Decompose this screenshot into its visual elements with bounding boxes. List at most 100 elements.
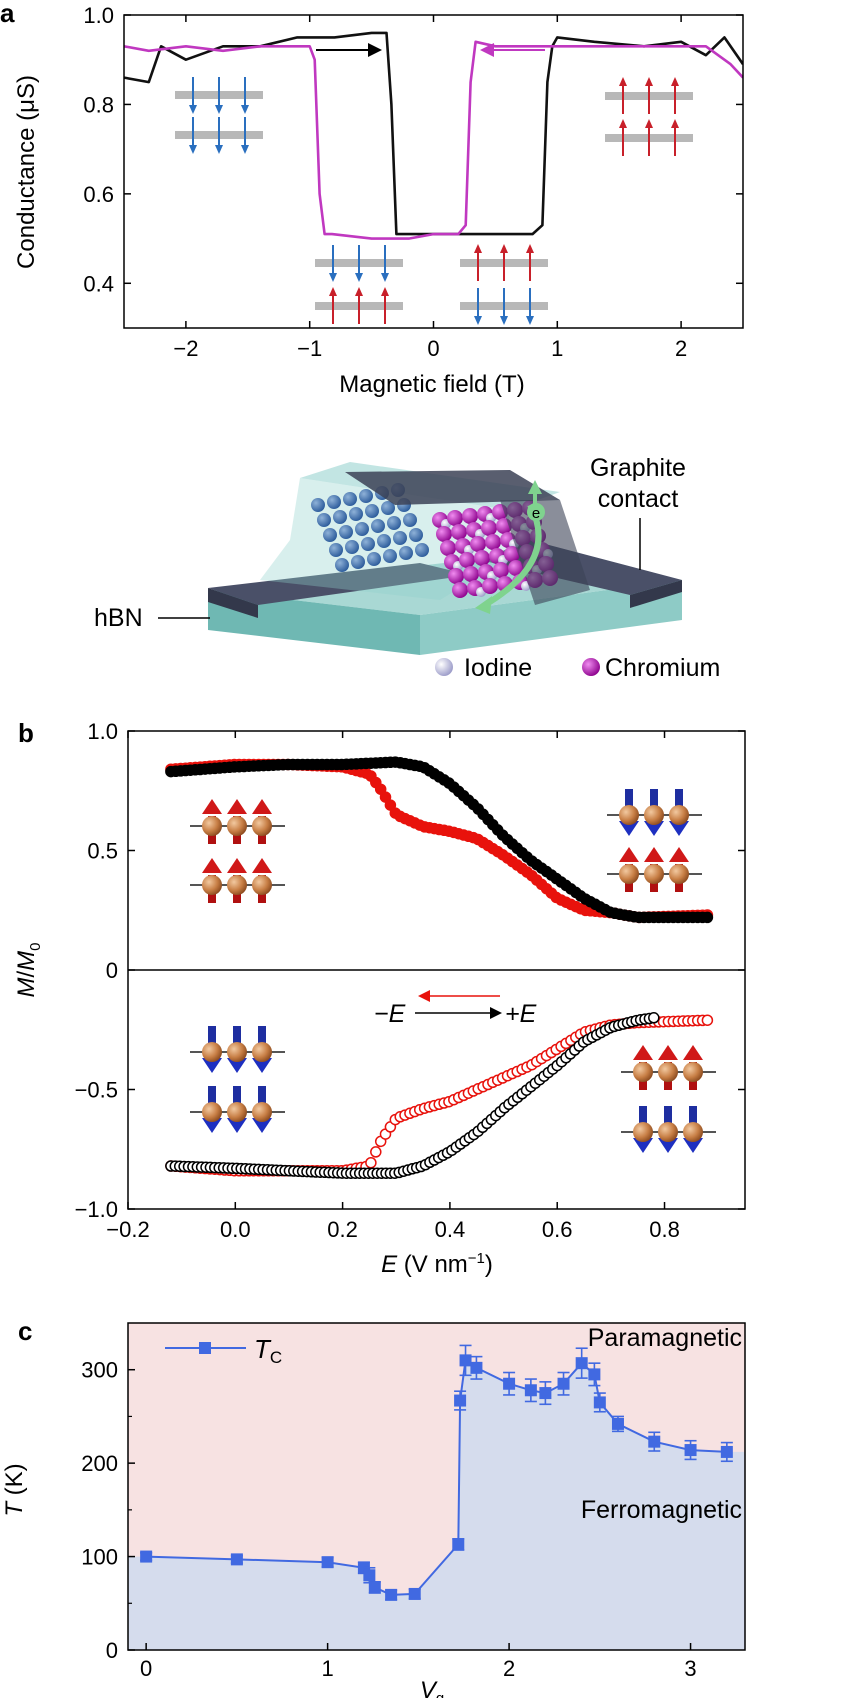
crystal-sphere-chromium [463, 566, 479, 582]
graphite-bend [500, 500, 590, 605]
crystal-sphere-blue [343, 492, 357, 506]
sweep-arrow-black-head [368, 43, 382, 57]
spin-up-head [619, 847, 639, 862]
tc-point [408, 1587, 421, 1600]
crystal-sphere-chromium [451, 524, 467, 540]
y-tick-label: 0.8 [83, 92, 114, 117]
y-tick-label: 0 [106, 1638, 118, 1663]
graphite-label-1: Graphite [590, 454, 686, 482]
spin-down-head [252, 1118, 272, 1133]
tc-point [452, 1538, 465, 1551]
panel-a-axes-frame [123, 14, 744, 329]
crystal-sphere-blue [383, 549, 397, 563]
spin-down [233, 1086, 241, 1114]
crystal-sphere-blue [387, 516, 401, 530]
x-tick-label: 3 [684, 1656, 696, 1681]
y-tick-label: 0.6 [83, 182, 114, 207]
y-tick-label: 100 [81, 1545, 118, 1570]
crystal-sphere-chromium [459, 552, 475, 568]
conductance-line-magenta [124, 40, 743, 240]
y-tick-label: 200 [81, 1451, 118, 1476]
magnetization-point [701, 911, 714, 924]
field-right-label: +E [505, 1000, 537, 1028]
spin-up-head [202, 858, 222, 873]
crystal-sphere-blue [333, 510, 347, 524]
panel-a-ylabel: Conductance (μS) [13, 75, 40, 269]
crystal-sphere-chromium [482, 578, 498, 594]
panel-c-xlabel: Vg [420, 1677, 444, 1698]
atom [202, 1102, 222, 1122]
tc-point [588, 1368, 601, 1381]
electron-label: e [532, 505, 540, 522]
hbn-substrate-side [420, 580, 682, 655]
hbn-substrate-front [208, 590, 420, 655]
panel-a-ticks: −2 −1 0 1 2 0.4 0.6 0.8 1.0 [83, 3, 743, 361]
crystal-sphere-chromium [462, 508, 478, 524]
spin-up-arrow-head [645, 119, 653, 128]
y-tick-label: 0.4 [83, 271, 114, 296]
panel-c-ticks: 0 1 2 3 0 100 200 300 [81, 1358, 696, 1681]
tc-point [368, 1581, 381, 1594]
spin-down-head [227, 1118, 247, 1133]
crystal-sphere-blue [367, 552, 381, 566]
spin-up-arrow-head [474, 244, 482, 253]
atom [202, 816, 222, 836]
atom [252, 816, 272, 836]
spin-down-arrow-head [329, 273, 337, 282]
atom [202, 875, 222, 895]
y-tick-label: −0.5 [75, 1078, 118, 1103]
magnetization-point [701, 1014, 714, 1026]
tc-point [593, 1396, 606, 1409]
atom [227, 1102, 247, 1122]
panel-b-xlabel: E (V nm−1) [381, 1250, 493, 1278]
x-tick-label: 1 [551, 336, 563, 361]
spin-down-arrow-head [215, 105, 223, 114]
atom [227, 816, 247, 836]
spin-down [233, 1026, 241, 1054]
electron-path-head [475, 596, 492, 614]
spin-down-arrow-head [241, 105, 249, 114]
crystal-sphere-chromium [447, 510, 463, 526]
spin-down-arrow-head [215, 145, 223, 154]
crystal-sphere-blue [399, 546, 413, 560]
crystal-sphere-blue [365, 504, 379, 518]
tc-point [363, 1569, 376, 1582]
crystal-sphere-blue [349, 507, 363, 521]
spin-down [625, 789, 633, 817]
tc-point [557, 1377, 570, 1390]
atom [658, 1122, 678, 1142]
chromium-legend-label: Chromium [605, 654, 720, 682]
panel-b-spin-diagrams [190, 789, 716, 1153]
tc-point [503, 1377, 516, 1390]
x-tick-label: −0.2 [106, 1217, 149, 1242]
crystal-sphere-blue [381, 501, 395, 515]
crystal-sphere-chromium [448, 568, 464, 584]
spin-up-arrow-head [500, 244, 508, 253]
crystal-sphere-blue [329, 543, 343, 557]
x-tick-label: 0.0 [220, 1217, 251, 1242]
atom [619, 864, 639, 884]
spin-up-head [644, 847, 664, 862]
magnetization-point [365, 1156, 377, 1169]
spin-down [258, 1086, 266, 1114]
legend-tc-label: TC [254, 1334, 282, 1367]
y-tick-label: 0 [106, 958, 118, 983]
tc-point [470, 1361, 483, 1374]
tc-point [454, 1394, 467, 1407]
crystal-sphere-blue [335, 558, 349, 572]
crystal-sphere-chromium [504, 546, 520, 562]
atom [633, 1062, 653, 1082]
chromium-legend-dot [582, 658, 600, 676]
crystal-sphere-blue [339, 525, 353, 539]
y-tick-label: 0.5 [87, 839, 118, 864]
tc-point [524, 1384, 537, 1397]
iodine-legend-dot [435, 658, 453, 676]
spin-down-head [202, 1058, 222, 1073]
ferromagnetic-label: Ferromagnetic [581, 1496, 742, 1524]
atom [644, 805, 664, 825]
magnetization-point [648, 1012, 660, 1024]
spin-down-head [633, 1138, 653, 1153]
crystal-sphere-blue [371, 519, 385, 533]
crystal-sphere-blue [351, 555, 365, 569]
atom [669, 805, 689, 825]
